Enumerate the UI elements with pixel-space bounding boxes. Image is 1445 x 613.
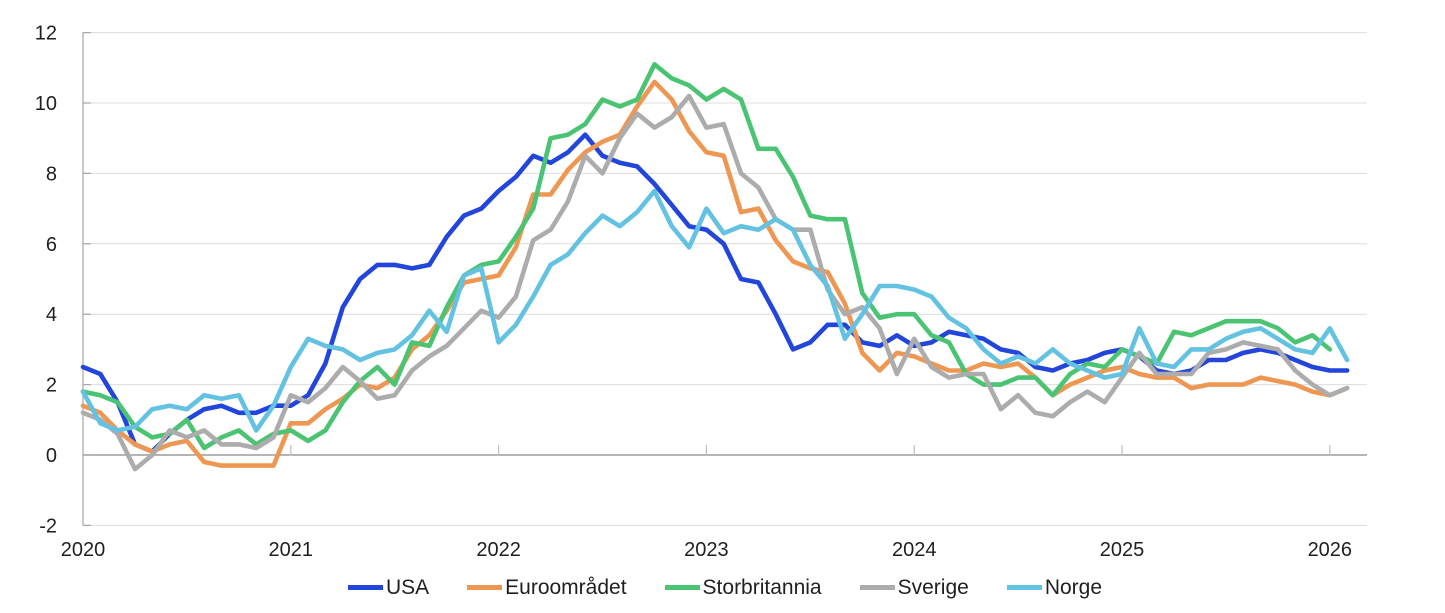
- y-axis-tick-label: 12: [35, 23, 57, 45]
- y-axis-tick-label: -2: [39, 515, 57, 537]
- legend-label: Sverige: [897, 576, 969, 599]
- x-axis-tick-label: 2022: [476, 539, 521, 561]
- x-axis-tick-label: 2020: [61, 539, 106, 561]
- x-axis-tick-label: 2021: [269, 539, 314, 561]
- series-line-norge: [80, 188, 1350, 433]
- series-lines: [80, 62, 1350, 472]
- legend-label: Euroområdet: [505, 576, 627, 599]
- series-line-storbritannia: [80, 62, 1333, 451]
- y-axis-tick-label: 10: [35, 93, 57, 115]
- legend-line-swatch: [1006, 585, 1042, 590]
- chart-legend: USA Euroområdet Storbritannia Sverige Norge: [83, 577, 1367, 598]
- gridlines: [83, 32, 1367, 526]
- legend-line-swatch: [859, 585, 895, 590]
- legend-label: USA: [385, 576, 430, 599]
- legend-line-swatch: [467, 585, 503, 590]
- legend-label: Storbritannia: [702, 576, 822, 599]
- y-axis-tick-label: 2: [46, 375, 57, 397]
- series-line-sverige: [80, 93, 1350, 472]
- legend-item-sverige: Sverige: [859, 576, 969, 599]
- y-axis-tick-label: 0: [46, 445, 57, 467]
- y-axis-tick-label: 8: [46, 163, 57, 185]
- y-axis-tick-label: 6: [46, 234, 57, 256]
- x-axis-tick-label: 2025: [1100, 539, 1145, 561]
- y-axis-tick-label: 4: [46, 304, 57, 326]
- x-axis-tick-label: 2024: [892, 539, 937, 561]
- legend-item-storbritannia: Storbritannia: [664, 576, 822, 599]
- x-axis-tick-label: 2023: [684, 539, 729, 561]
- axis-tick-labels: -2 0 2 4 6 8 10 12 2020 2021 2022 2023 2024 2025 2026: [35, 23, 1352, 561]
- legend-item-norge: Norge: [1006, 576, 1103, 599]
- legend-line-swatch: [347, 585, 383, 590]
- legend-line-swatch: [664, 585, 700, 590]
- legend-label: Norge: [1044, 576, 1103, 599]
- x-axis-tick-label: 2026: [1308, 539, 1353, 561]
- legend-item-usa: USA: [347, 576, 430, 599]
- series-line-euroområdet: [80, 79, 1350, 468]
- axes: [82, 31, 1331, 527]
- legend-item-euroområdet: Euroområdet: [467, 576, 627, 599]
